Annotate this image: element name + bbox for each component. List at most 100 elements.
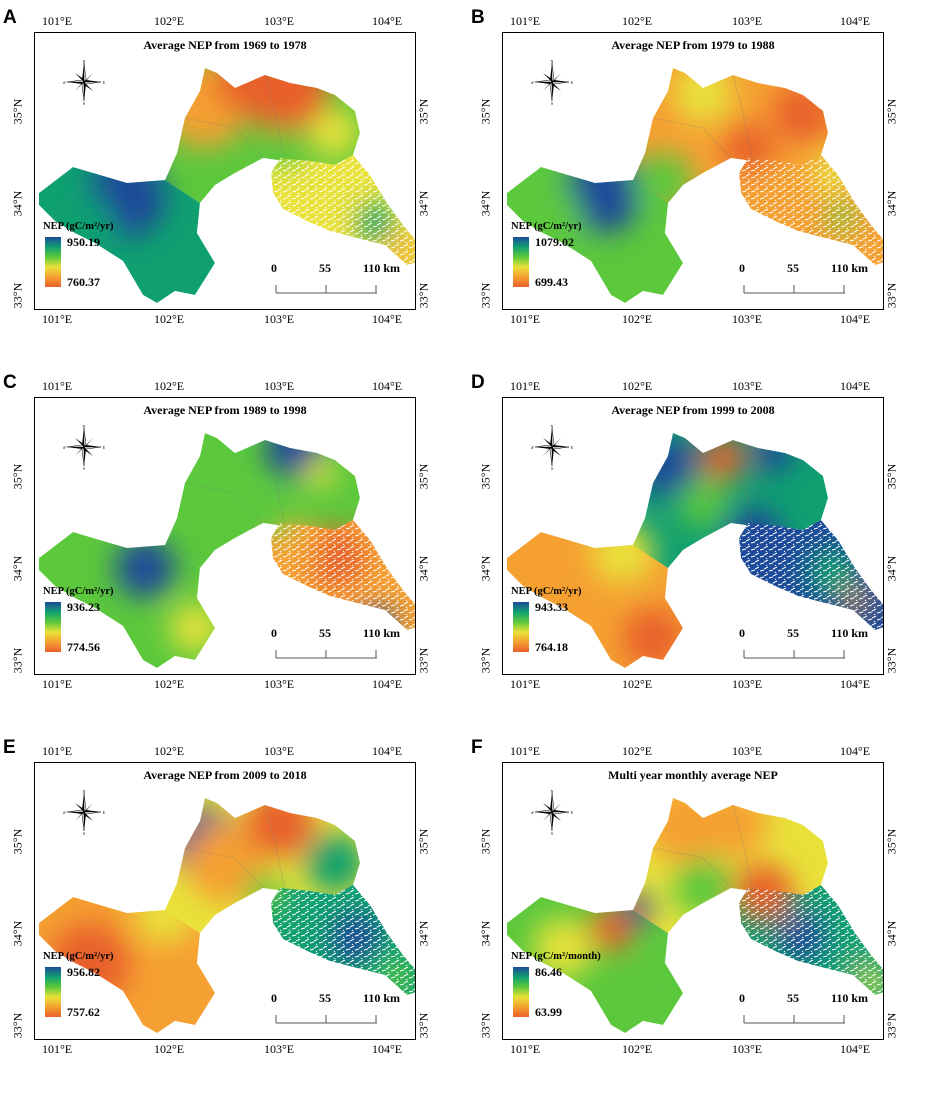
compass-rose-icon: N S W E	[531, 789, 573, 835]
lon-tick-label: 104°E	[372, 744, 403, 758]
svg-text:E: E	[571, 810, 573, 815]
svg-text:W: W	[531, 445, 534, 450]
scale-bar: 0 55 110 km	[739, 626, 868, 666]
map-panel: F 101°E 102°E 103°E 104°E Multi year monthl…	[471, 737, 918, 1085]
panel-letter: E	[3, 737, 16, 758]
legend: NEP (gC/m²/yr) 936.23 774.56	[43, 586, 163, 666]
lat-tick-label: 34°N	[884, 190, 899, 217]
svg-text:N: N	[551, 789, 554, 794]
map-title: Average NEP from 1979 to 1988	[611, 38, 775, 52]
lon-tick-label: 103°E	[264, 379, 295, 393]
scale-bar-line	[275, 285, 377, 294]
svg-text:W: W	[531, 80, 534, 85]
lon-tick-label: 104°E	[372, 379, 403, 393]
lon-tick-label: 104°E	[372, 14, 403, 28]
svg-text:N: N	[83, 59, 86, 64]
lon-tick-label: 104°E	[840, 312, 871, 326]
legend-title: NEP (gC/m²/yr)	[43, 951, 114, 962]
scale-bar: 0 55 110 km	[271, 991, 400, 1031]
scale-label: 0	[739, 626, 745, 640]
lat-tick-label: 34°N	[416, 920, 431, 947]
legend-color-ramp	[45, 602, 61, 652]
lon-tick-label: 102°E	[622, 744, 653, 758]
lat-tick-label: 35°N	[416, 828, 431, 855]
lon-label-top: 101°E 102°E 103°E 104°E	[34, 14, 414, 30]
svg-text:S: S	[551, 101, 553, 105]
lon-tick-label: 103°E	[732, 677, 763, 691]
legend-title: NEP (gC/m²/yr)	[43, 221, 114, 232]
lat-tick-label: 33°N	[884, 1012, 899, 1039]
scale-label: 55	[319, 991, 331, 1005]
lon-tick-label: 101°E	[510, 312, 541, 326]
lon-tick-label: 102°E	[622, 312, 653, 326]
svg-text:S: S	[83, 101, 85, 105]
lon-label-bottom: 101°E 102°E 103°E 104°E	[34, 312, 414, 328]
lon-label-bottom: 101°E 102°E 103°E 104°E	[502, 312, 882, 328]
legend-color-ramp	[513, 967, 529, 1017]
nep-raster-map	[39, 798, 415, 1033]
lat-tick-label: 33°N	[10, 282, 25, 309]
legend-max-value: 950.19	[67, 235, 100, 249]
svg-text:S: S	[83, 831, 85, 835]
map-panel: C 101°E 102°E 103°E 104°E Average NEP from …	[3, 372, 450, 720]
lon-tick-label: 103°E	[264, 312, 295, 326]
lon-tick-label: 104°E	[840, 14, 871, 28]
lon-label-top: 101°E 102°E 103°E 104°E	[502, 379, 882, 395]
scale-bar-line	[743, 1015, 845, 1024]
scale-bar-line	[275, 650, 377, 659]
svg-text:E: E	[103, 445, 105, 450]
compass-rose-icon: N S W E	[63, 424, 105, 470]
lat-tick-label: 33°N	[478, 282, 493, 309]
svg-text:W: W	[531, 810, 534, 815]
scale-bar-line	[275, 1015, 377, 1024]
lon-tick-label: 101°E	[42, 379, 73, 393]
lon-tick-label: 103°E	[264, 1042, 295, 1056]
legend-max-value: 936.23	[67, 600, 100, 614]
scale-label: 110 km	[831, 626, 869, 640]
lon-tick-label: 101°E	[42, 1042, 73, 1056]
map-panel: B 101°E 102°E 103°E 104°E Average NEP from …	[471, 7, 918, 355]
lon-tick-label: 102°E	[154, 677, 185, 691]
map-frame: Average NEP from 1999 to 2008 N S W E	[502, 397, 884, 675]
lat-tick-label: 35°N	[10, 98, 25, 125]
panel-letter: A	[3, 7, 17, 28]
scale-label: 0	[739, 261, 745, 275]
scale-label: 110 km	[363, 261, 401, 275]
map-frame: Average NEP from 1989 to 1998 N S W E	[34, 397, 416, 675]
lon-tick-label: 103°E	[264, 744, 295, 758]
lon-tick-label: 101°E	[42, 14, 73, 28]
legend-title: NEP (gC/m²/yr)	[511, 221, 582, 232]
scale-label: 55	[319, 261, 331, 275]
lon-label-bottom: 101°E 102°E 103°E 104°E	[34, 1042, 414, 1058]
legend-min-value: 760.37	[67, 275, 100, 289]
legend-max-value: 1079.02	[535, 235, 574, 249]
lon-tick-label: 103°E	[732, 14, 763, 28]
lon-label-top: 101°E 102°E 103°E 104°E	[502, 744, 882, 760]
lat-tick-label: 33°N	[884, 647, 899, 674]
lat-tick-label: 35°N	[478, 98, 493, 125]
lat-tick-label: 33°N	[478, 647, 493, 674]
scale-bar-line	[743, 285, 845, 294]
scale-bar-line	[743, 650, 845, 659]
scale-label: 110 km	[831, 261, 869, 275]
map-frame: Multi year monthly average NEP N S W E	[502, 762, 884, 1040]
legend: NEP (gC/m²/month) 86.46 63.99	[511, 951, 631, 1031]
lon-label-bottom: 101°E 102°E 103°E 104°E	[502, 1042, 882, 1058]
legend-color-ramp	[513, 602, 529, 652]
nep-raster-map	[507, 798, 883, 1033]
panel-letter: D	[471, 372, 485, 393]
scale-label: 55	[319, 626, 331, 640]
legend-title: NEP (gC/m²/month)	[511, 951, 601, 962]
svg-text:E: E	[103, 80, 105, 85]
scale-bar: 0 55 110 km	[739, 991, 868, 1031]
lat-tick-label: 33°N	[416, 282, 431, 309]
map-frame: Average NEP from 1979 to 1988 N S W E	[502, 32, 884, 310]
scale-bar: 0 55 110 km	[271, 626, 400, 666]
scale-label: 0	[739, 991, 745, 1005]
lat-tick-label: 34°N	[416, 555, 431, 582]
lat-tick-label: 34°N	[884, 920, 899, 947]
lon-tick-label: 104°E	[840, 1042, 871, 1056]
lon-tick-label: 103°E	[732, 379, 763, 393]
lon-tick-label: 102°E	[622, 677, 653, 691]
lon-tick-label: 104°E	[840, 677, 871, 691]
